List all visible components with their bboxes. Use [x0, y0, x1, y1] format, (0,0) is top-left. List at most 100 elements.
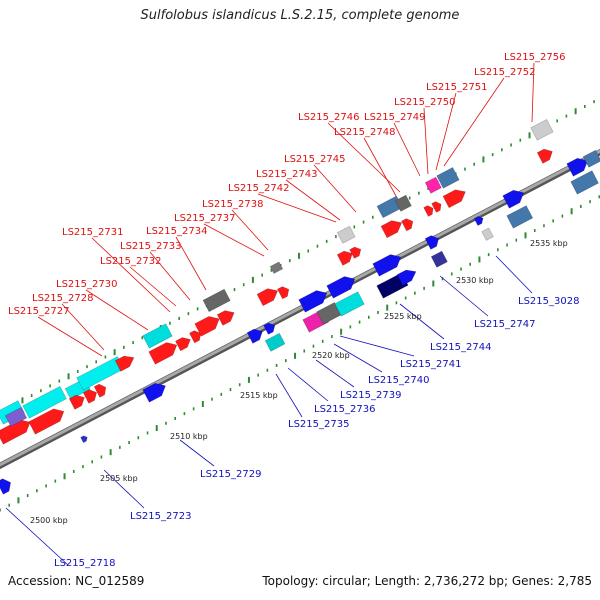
- forward-leader-line: [203, 223, 265, 257]
- gene-arrow: [175, 337, 191, 352]
- forward-gene-label: LS215_2727: [8, 306, 69, 317]
- gene-block-shape: [336, 225, 356, 244]
- forward-gene-label: LS215_2748: [334, 127, 395, 138]
- gene-arrow-shape: [28, 408, 65, 435]
- map-title: Sulfolobus islandicus L.S.2.15, complete…: [140, 8, 460, 23]
- gene-block: [481, 227, 494, 241]
- gene-arrow: [423, 205, 434, 217]
- gene-block-shape: [394, 194, 412, 212]
- gene-block: [582, 149, 600, 168]
- reverse-gene-label: LS215_2729: [200, 469, 261, 480]
- gene-arrow-shape: [298, 290, 328, 313]
- forward-gene-label: LS215_2750: [394, 97, 455, 108]
- gene-arrow-shape: [148, 342, 178, 365]
- scale-label: 2530 kbp: [456, 276, 494, 285]
- scale-label: 2505 kbp: [100, 474, 138, 483]
- reverse-gene-labels: LS215_2718 LS215_2723 LS215_2729 LS215_2735…: [54, 296, 579, 569]
- reverse-gene-label: LS215_3028: [518, 296, 579, 307]
- gene-arrow: [336, 250, 353, 266]
- reverse-leader-line: [315, 359, 355, 388]
- forward-gene-label: LS215_2756: [504, 52, 565, 63]
- gene-block-shape: [264, 332, 286, 352]
- gene-arrow: [473, 216, 484, 226]
- forward-gene-label: LS215_2745: [284, 154, 345, 165]
- forward-leader-line: [363, 137, 397, 197]
- gene-arrow: [442, 189, 466, 209]
- gene-arrow-shape: [424, 235, 439, 250]
- gene-block: [336, 225, 356, 244]
- forward-gene-label: LS215_2751: [426, 82, 487, 93]
- gene-arrow: [396, 269, 417, 286]
- gene-arrow-shape: [423, 205, 434, 217]
- gene-arrow: [566, 157, 589, 177]
- forward-leader-line: [37, 316, 103, 357]
- gene-arrow-shape: [536, 148, 553, 164]
- gene-block-shape: [530, 119, 554, 141]
- gene-arrow: [194, 316, 220, 337]
- reverse-leader-line: [333, 343, 383, 373]
- gene-block-shape: [142, 323, 173, 349]
- gene-block-shape: [570, 170, 599, 195]
- scale-label: 2515 kbp: [240, 391, 278, 400]
- gene-block: [436, 167, 460, 189]
- gene-arrow: [0, 478, 11, 495]
- gene-arrow-shape: [194, 316, 220, 337]
- scale-label: 2525 kbp: [384, 312, 422, 321]
- scale-labels: 2500 kbp 2505 kbp 2510 kbp 2515 kbp 2520 kbp…: [30, 239, 568, 525]
- reverse-gene-label: LS215_2744: [430, 342, 491, 353]
- gene-arrow: [326, 276, 356, 299]
- forward-leader-line: [129, 266, 177, 307]
- reverse-gene-label: LS215_2739: [340, 390, 401, 401]
- gene-block: [4, 406, 28, 427]
- gene-arrow-shape: [372, 254, 402, 277]
- topology-text: Topology: circular; Length: 2,736,272 bp…: [262, 574, 592, 588]
- reverse-gene-label: LS215_2741: [400, 359, 461, 370]
- forward-leader-line: [393, 122, 421, 177]
- gene-arrow-shape: [336, 250, 353, 266]
- gene-block: [424, 176, 442, 194]
- gene-arrow-shape: [326, 276, 356, 299]
- gene-arrow: [424, 235, 439, 250]
- forward-leader-line: [175, 236, 207, 291]
- gene-arrow-shape: [263, 322, 276, 335]
- gene-arrow: [372, 254, 402, 277]
- reverse-gene-label: LS215_2740: [368, 375, 429, 386]
- reverse-gene-label: LS215_2723: [130, 511, 191, 522]
- gene-arrow: [28, 408, 65, 435]
- gene-arrow-shape: [502, 189, 525, 209]
- gene-block: [506, 205, 534, 229]
- gene-arrow: [298, 290, 328, 313]
- gene-block-shape: [22, 385, 67, 419]
- gene-arrow: [68, 394, 85, 410]
- reverse-leader-line: [495, 255, 533, 294]
- reverse-leader-line: [179, 439, 215, 467]
- gene-arrow: [142, 382, 166, 403]
- scale-label: 2535 kbp: [530, 239, 568, 248]
- gene-arrow-shape: [442, 189, 466, 209]
- gene-block: [202, 288, 231, 313]
- forward-leader-line: [149, 251, 191, 301]
- gene-arrow-shape: [0, 478, 11, 495]
- gene-arrow: [82, 389, 97, 404]
- gene-arrow-shape: [246, 328, 263, 344]
- forward-gene-label: LS215_2730: [56, 279, 117, 290]
- gene-arrow-shape: [114, 355, 135, 372]
- gene-block-shape: [582, 149, 600, 168]
- gene-arrow: [380, 220, 403, 239]
- gene-arrow-shape: [93, 383, 107, 398]
- gene-block-shape: [506, 205, 534, 229]
- forward-gene-label: LS215_2746: [298, 112, 359, 123]
- forward-gene-label: LS215_2743: [256, 169, 317, 180]
- gene-arrow: [277, 286, 290, 300]
- reverse-gene-label: LS215_2747: [474, 319, 535, 330]
- forward-gene-label: LS215_2731: [62, 227, 123, 238]
- forward-gene-label: LS215_2732: [100, 256, 161, 267]
- reverse-leader-line: [399, 303, 445, 340]
- gene-arrow-shape: [349, 246, 362, 259]
- gene-arrow-shape: [175, 337, 191, 352]
- forward-gene-label: LS215_2737: [174, 213, 235, 224]
- gene-arrow: [246, 328, 263, 344]
- forward-leader-line: [91, 237, 171, 313]
- gene-arrow-shape: [566, 157, 589, 177]
